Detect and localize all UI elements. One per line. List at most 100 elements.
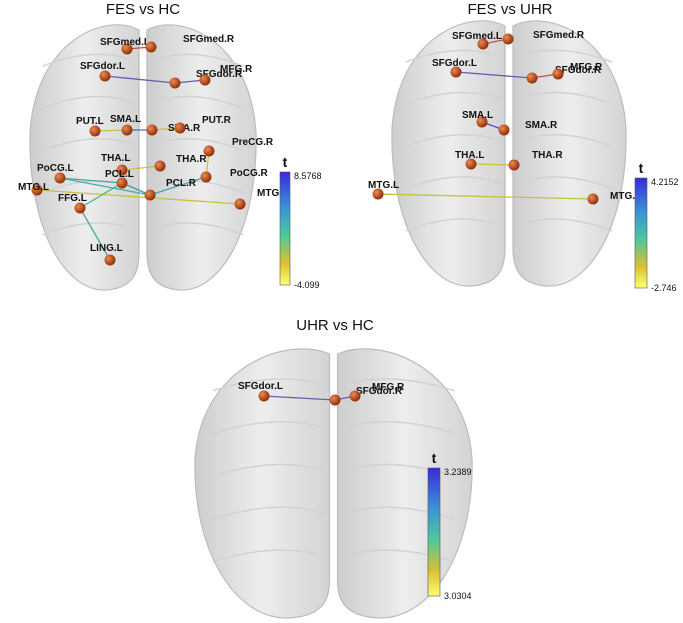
node-label: PoCG.R [230,168,269,179]
node-label: MTG.R [257,188,290,199]
node [552,68,564,80]
node [169,77,181,89]
node [329,394,341,406]
node-label: SFGmed.L [100,37,150,48]
gyrus [343,549,455,563]
node [477,38,489,50]
node [372,188,384,200]
node-label: SFGdor.L [80,61,125,72]
gyrus [212,549,324,563]
node [121,43,133,55]
gyrus [343,463,455,478]
node [74,202,86,214]
gyrus [152,53,244,67]
gyrus [405,176,500,190]
gyrus [343,506,455,520]
node-label: SMA.R [525,120,558,131]
gyrus [212,421,324,435]
gyrus [343,421,455,435]
colorbar [634,177,648,289]
gyrus [518,176,613,190]
gyrus [405,218,500,232]
node [476,116,488,128]
node-label: PCL.R [166,178,197,189]
gyrus [518,91,613,106]
node [144,189,156,201]
gyrus [212,506,324,520]
node-label: MFG.R [220,64,253,75]
node-label: SFGdor.L [432,58,477,69]
node-label: LING.L [90,243,123,254]
panel-title: FES vs UHR [467,1,552,18]
node [99,70,111,82]
colorbar-label: t [639,160,644,176]
gyrus [42,137,134,152]
node-label: SFGdor.R [196,69,243,80]
colorbar [279,171,291,286]
node [104,254,116,266]
gyrus [152,180,244,194]
node-label: PoCG.L [37,163,74,174]
node-label: MTG.L [18,182,49,193]
node [145,41,157,53]
node [54,172,66,184]
gyrus [152,222,244,236]
node [465,158,477,170]
node [587,193,599,205]
node [116,177,128,189]
edge [104,75,176,84]
gyrus [42,222,134,236]
node [31,184,43,196]
node-label: SMA.L [462,110,493,121]
node [121,124,133,136]
node-label: PreCG.R [232,137,274,148]
gyrus [42,95,134,110]
node [200,171,212,183]
panel-title: FES vs HC [106,1,180,18]
node-label: SFGmed.R [533,30,585,41]
node-label: SMA.L [110,114,141,125]
gyrus [42,53,134,67]
edge [79,182,123,209]
gyrus [405,91,500,106]
node [174,122,186,134]
edge [59,177,151,196]
node [526,72,538,84]
node [199,74,211,86]
node-label: SFGdor.L [238,381,283,392]
colorbar [427,467,441,597]
gyrus [343,378,455,392]
colorbar-label: t [432,450,437,466]
gyrus [212,463,324,478]
panel-title: UHR vs HC [296,317,374,334]
colorbar-label: t [283,154,288,170]
edge [470,163,515,166]
node [450,66,462,78]
node-label: THA.L [101,153,130,164]
node [234,198,246,210]
edge [59,177,123,184]
node [258,390,270,402]
node [116,164,128,176]
node-label: MTG.R [610,191,643,202]
node-label: PCL.L [105,169,134,180]
node [349,390,361,402]
edge [36,189,241,205]
gyrus [518,133,613,148]
node [154,160,166,172]
gyrus [152,137,244,152]
colorbar-max: 8.5768 [294,171,322,181]
node-label: MTG.L [368,180,399,191]
edge [149,176,207,196]
gyrus [152,95,244,110]
edge [263,395,336,401]
gyrus [518,49,613,63]
node-label: SFGmed.L [452,31,502,42]
node-label: THA.L [455,150,484,161]
node-label: SFGdor.R [356,386,403,397]
colorbar-min: -4.099 [294,280,320,290]
node-label: MFG.R [570,62,603,73]
node [502,33,514,45]
edge [121,165,161,171]
edge [79,207,111,261]
